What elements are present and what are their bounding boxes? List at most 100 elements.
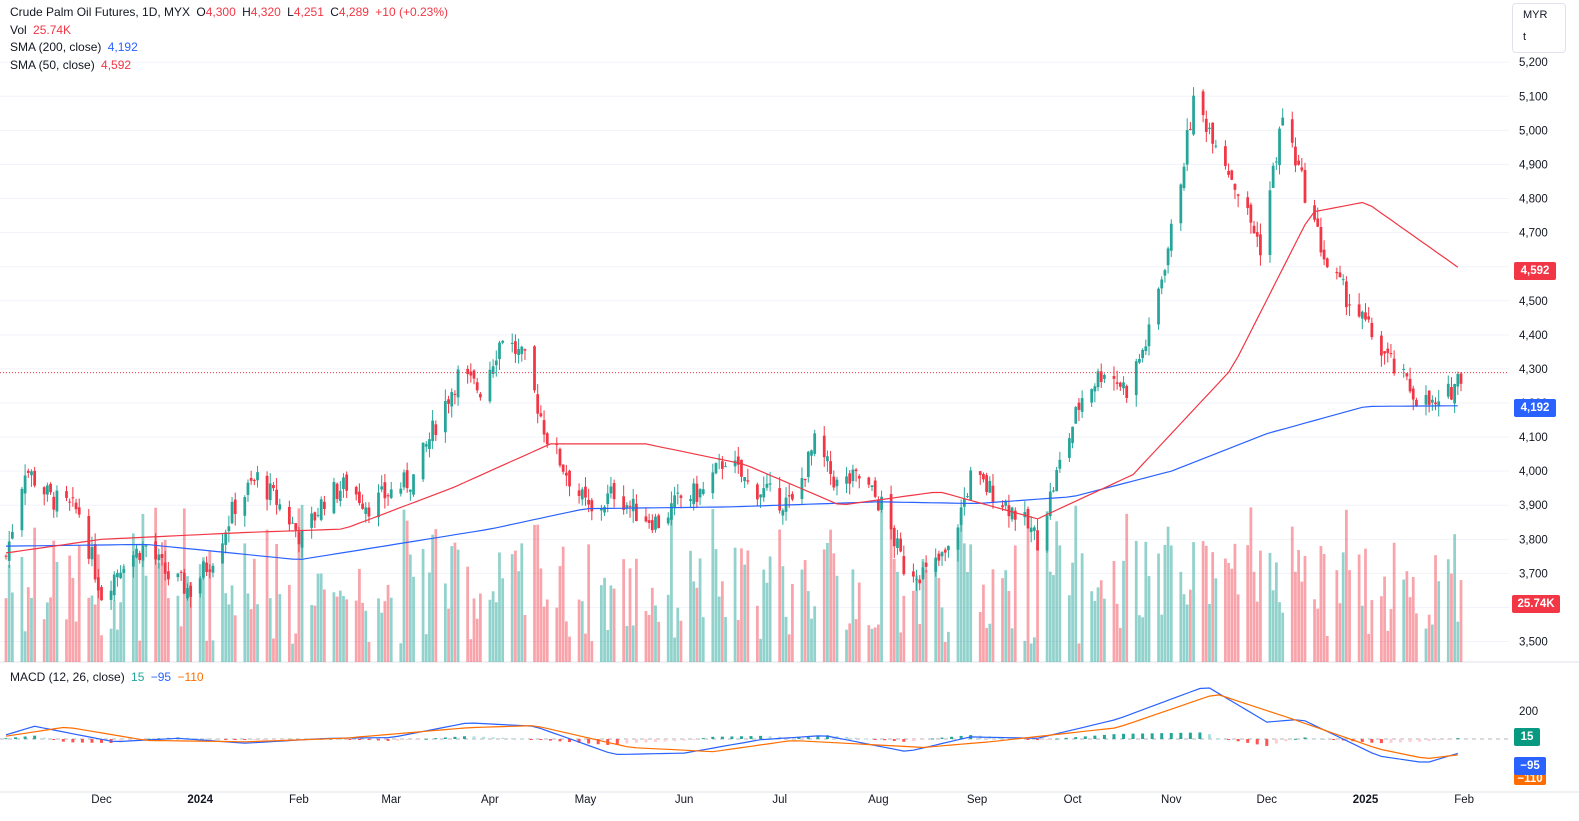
candle-body xyxy=(896,538,899,549)
volume-bar xyxy=(918,624,922,662)
volume-bar xyxy=(1345,509,1348,662)
candle-body xyxy=(1456,374,1460,387)
volume-bar xyxy=(1233,543,1237,662)
candle-body xyxy=(1045,515,1049,551)
macd-histogram-bar xyxy=(491,737,495,739)
volume-bar xyxy=(1118,627,1122,662)
macd-histogram-bar xyxy=(1102,734,1106,739)
macd-histogram-bar xyxy=(4,738,8,740)
volume-row: Vol 25.74K xyxy=(10,22,448,40)
macd-histogram-bar xyxy=(1131,733,1135,739)
candle-body xyxy=(1157,288,1160,325)
candle-body xyxy=(857,476,861,479)
volume-bar xyxy=(1252,571,1256,662)
volume-bar xyxy=(55,561,59,662)
candle-body xyxy=(1437,401,1441,406)
macd-histogram-bar xyxy=(128,739,132,741)
candle-body xyxy=(670,503,673,520)
volume-bar xyxy=(1134,540,1138,662)
candle-body xyxy=(985,475,988,493)
currency-unit-selector[interactable]: MYR t xyxy=(1512,3,1566,53)
volume-bar xyxy=(1246,545,1250,662)
volume-bar xyxy=(1341,552,1345,662)
volume-bar xyxy=(1074,505,1078,662)
candle-body xyxy=(902,556,906,575)
candle-body xyxy=(287,506,291,525)
volume-bar xyxy=(1290,526,1294,662)
macd-histogram-bar xyxy=(434,738,438,740)
volume-bar xyxy=(472,598,476,662)
candle-body xyxy=(1290,119,1294,143)
volume-bar xyxy=(431,534,435,662)
volume-bar xyxy=(1055,521,1059,662)
macd-histogram-bar xyxy=(271,739,275,740)
ohlc-row: Crude Palm Oil Futures, 1D, MYX O4,300 H… xyxy=(10,4,448,22)
time-axis-label: Dec xyxy=(91,794,112,806)
macd-histogram-bar xyxy=(1150,733,1154,739)
volume-bar xyxy=(358,568,361,662)
volume-bar xyxy=(408,554,412,662)
volume-bar xyxy=(1255,601,1259,662)
volume-bar xyxy=(959,511,963,662)
price-axis-label: 4,100 xyxy=(1519,432,1548,444)
candle-body xyxy=(892,527,896,547)
volume-bar xyxy=(848,623,852,662)
candle-body xyxy=(319,499,323,520)
volume-bar xyxy=(1450,573,1453,662)
volume-bar xyxy=(319,573,323,662)
candle-body xyxy=(1446,383,1450,397)
candle-body xyxy=(1268,190,1272,255)
time-axis-label: Oct xyxy=(1064,794,1083,806)
candle-body xyxy=(873,480,877,497)
macd-histogram-bar xyxy=(1408,739,1412,743)
volume-bar xyxy=(96,554,100,662)
volume-bar xyxy=(867,625,871,662)
volume-bar xyxy=(510,554,514,662)
volume-bar xyxy=(870,628,874,662)
candle-body xyxy=(367,507,371,517)
macd-histogram-bar xyxy=(1074,737,1078,739)
volume-bar xyxy=(405,520,409,662)
candle-body xyxy=(30,471,33,476)
macd-histogram-bar xyxy=(940,737,944,739)
macd-histogram-bar xyxy=(529,739,533,740)
candle-body xyxy=(163,562,167,574)
macd-histogram-bar xyxy=(1246,739,1250,743)
macd-histogram-bar xyxy=(1160,733,1164,739)
volume-bar xyxy=(829,529,832,662)
macd-histogram-bar xyxy=(42,737,46,739)
macd-histogram-bar xyxy=(367,739,371,741)
candle-body xyxy=(342,477,345,490)
volume-bar xyxy=(488,599,492,662)
candle-body xyxy=(778,488,782,511)
candle-body xyxy=(631,498,635,512)
candle-body xyxy=(1023,512,1027,518)
volume-bar xyxy=(947,631,950,662)
candle-body xyxy=(921,567,925,579)
price-axis-label: 3,500 xyxy=(1519,637,1548,649)
macd-histogram-bar xyxy=(1093,735,1097,739)
volume-bar xyxy=(647,614,651,662)
volume-bar xyxy=(1325,636,1329,662)
candle-body xyxy=(386,495,390,497)
volume-bar xyxy=(1453,534,1457,662)
volume-bar xyxy=(612,588,616,662)
macd-histogram-bar xyxy=(1389,739,1393,743)
volume-bar xyxy=(924,569,928,662)
macd-histogram-bar xyxy=(730,736,734,739)
volume-bar xyxy=(256,604,259,662)
volume-bar xyxy=(1048,571,1052,662)
volume-bar xyxy=(1271,590,1275,662)
candle-body xyxy=(1348,304,1351,306)
candle-body xyxy=(1134,361,1138,396)
high-value: 4,320 xyxy=(250,5,281,19)
candle-body xyxy=(806,451,810,478)
candle-body xyxy=(1068,438,1071,458)
macd-histogram-bar xyxy=(911,739,915,741)
candle-body xyxy=(666,517,670,524)
volume-bar xyxy=(1338,603,1342,662)
volume-bar xyxy=(243,543,247,662)
volume-bar xyxy=(342,595,345,662)
time-axis-label: Mar xyxy=(381,794,401,806)
